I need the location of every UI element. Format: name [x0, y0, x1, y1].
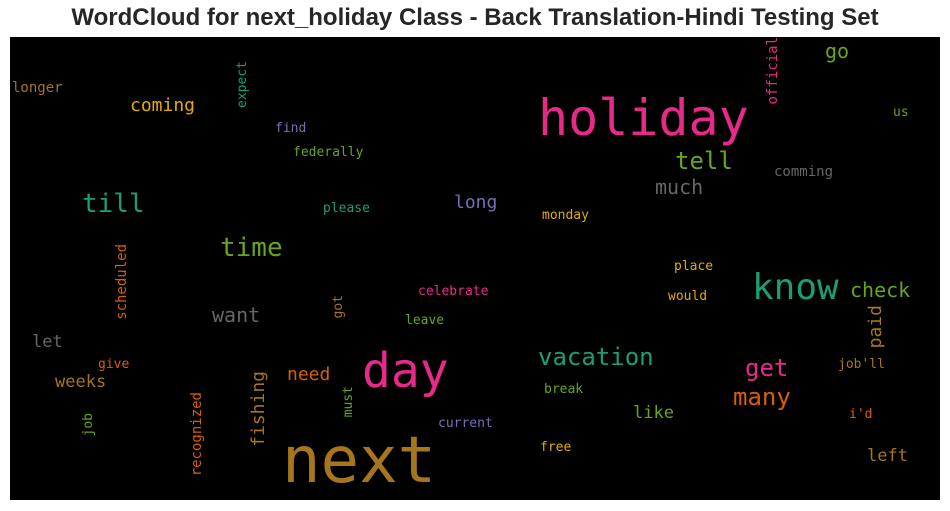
word-time: time	[220, 233, 283, 263]
word-left: left	[867, 446, 908, 466]
word-must: must	[341, 386, 356, 418]
word-check: check	[850, 278, 911, 302]
word-expect: expect	[235, 61, 250, 108]
word-want: want	[212, 303, 261, 327]
word-recognized: recognized	[189, 392, 205, 477]
word-place: place	[674, 259, 714, 274]
word-would: would	[668, 289, 708, 304]
word-scheduled: scheduled	[114, 244, 130, 320]
word-job: job	[81, 413, 96, 437]
word-us: us	[893, 105, 909, 120]
word-vacation: vacation	[538, 343, 654, 371]
word-find: find	[275, 121, 307, 136]
chart-title: WordCloud for next_holiday Class - Back …	[71, 4, 879, 31]
word-free: free	[540, 440, 572, 455]
word-like: like	[633, 403, 674, 423]
word-day: day	[362, 343, 449, 399]
word-job-ll: job'll	[838, 357, 885, 372]
word-got: got	[331, 295, 346, 319]
word-please: please	[323, 201, 370, 216]
word-official: official	[765, 37, 781, 105]
word-longer: longer	[12, 80, 63, 96]
word-celebrate: celebrate	[418, 284, 489, 299]
word-know: know	[752, 267, 839, 308]
word-holiday: holiday	[538, 89, 749, 147]
word-weeks: weeks	[55, 372, 107, 392]
word-much: much	[655, 175, 704, 199]
word-go: go	[825, 39, 850, 63]
word-tell: tell	[675, 147, 733, 175]
word-comming: comming	[774, 164, 834, 180]
word-leave: leave	[405, 313, 445, 328]
word-current: current	[438, 416, 493, 431]
word-monday: monday	[542, 208, 589, 223]
word-many: many	[733, 383, 791, 411]
word-break: break	[544, 382, 584, 397]
word-give: give	[98, 357, 130, 372]
word-till: till	[82, 189, 145, 219]
word-let: let	[32, 332, 63, 352]
word-long: long	[454, 192, 498, 213]
word-i-d: i'd	[849, 407, 873, 422]
word-federally: federally	[293, 145, 364, 160]
word-coming: coming	[130, 95, 196, 116]
word-get: get	[745, 354, 789, 382]
word-cloud-canvas: holiday next day know time tell till vacation mu…	[10, 37, 940, 500]
word-next: next	[282, 424, 437, 498]
word-need: need	[287, 364, 331, 385]
word-paid: paid	[865, 305, 886, 349]
word-fishing: fishing	[248, 371, 269, 447]
